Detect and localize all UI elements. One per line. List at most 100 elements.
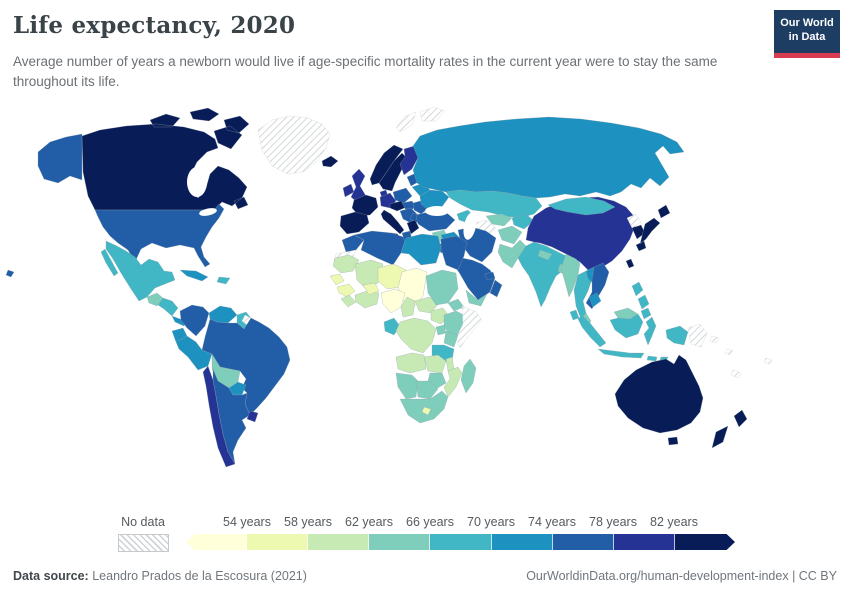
country-saudi-arabia[interactable]: [448, 253, 496, 301]
country-mauritania[interactable]: [332, 254, 360, 274]
legend-tick-label: 54 years: [223, 515, 271, 529]
country-colombia[interactable]: [179, 304, 210, 337]
country-usa[interactable]: [94, 203, 225, 268]
legend-segment-54-58[interactable]: [247, 534, 309, 550]
legend-tick-label: 74 years: [528, 515, 576, 529]
country-ivory-coast-ghana[interactable]: [354, 290, 380, 309]
country-nepal[interactable]: [537, 249, 553, 261]
country-sri-lanka[interactable]: [569, 309, 580, 321]
country-indonesia-sumatra[interactable]: [577, 314, 607, 348]
country-lesotho[interactable]: [421, 406, 432, 416]
country-oman[interactable]: [489, 279, 503, 298]
country-india[interactable]: [517, 241, 571, 308]
country-japan[interactable]: [635, 204, 671, 252]
country-madagascar[interactable]: [460, 358, 477, 394]
country-greenland[interactable]: [257, 115, 331, 175]
country-libya[interactable]: [400, 233, 442, 266]
country-papua-new-guinea[interactable]: [687, 323, 708, 348]
country-yemen[interactable]: [465, 289, 488, 307]
country-afghanistan[interactable]: [497, 225, 523, 245]
country-indonesia-papua[interactable]: [665, 325, 689, 346]
country-central-african-republic[interactable]: [414, 296, 440, 314]
country-argentina[interactable]: [212, 368, 251, 465]
country-russia[interactable]: [412, 116, 685, 199]
country-peru[interactable]: [175, 335, 213, 371]
legend-segment-<54[interactable]: [186, 534, 248, 550]
country-svalbard[interactable]: [395, 106, 446, 133]
country-tasmania[interactable]: [667, 436, 679, 446]
country-dr-congo[interactable]: [395, 317, 437, 354]
country-taiwan[interactable]: [625, 258, 635, 269]
legend-segment-58-62[interactable]: [308, 534, 370, 550]
legend-scale: 54 years 58 years 62 years 66 years 70 years…: [186, 515, 735, 551]
country-iceland[interactable]: [321, 155, 339, 168]
country-north-korea[interactable]: [626, 213, 642, 229]
baltic-sea: [394, 175, 404, 191]
no-data-swatch[interactable]: [118, 534, 169, 552]
country-kazakhstan[interactable]: [445, 189, 543, 219]
country-pacific-islands[interactable]: [709, 335, 773, 379]
country-angola[interactable]: [395, 352, 427, 374]
country-hawaii[interactable]: [5, 269, 15, 278]
country-senegal[interactable]: [329, 273, 345, 286]
owid-logo[interactable]: Our World in Data: [774, 10, 840, 58]
country-honduras-nicaragua[interactable]: [157, 297, 179, 317]
country-algeria[interactable]: [353, 230, 407, 266]
country-zambia[interactable]: [423, 354, 447, 374]
country-somalia[interactable]: [455, 305, 483, 349]
footer-link[interactable]: OurWorldinData.org/human-development-ind…: [526, 569, 837, 583]
hudson-bay: [187, 167, 207, 197]
country-guinea[interactable]: [336, 283, 356, 298]
legend-segment-78-82[interactable]: [613, 534, 675, 550]
country-botswana[interactable]: [415, 380, 439, 400]
country-cambodia[interactable]: [588, 292, 602, 308]
country-cameroon[interactable]: [400, 296, 416, 318]
country-poland[interactable]: [392, 187, 413, 204]
country-hispaniola[interactable]: [216, 276, 231, 285]
country-canada[interactable]: [81, 107, 250, 211]
country-mexico[interactable]: [100, 240, 176, 302]
country-kyrgyzstan-tajikistan[interactable]: [511, 213, 535, 230]
country-mongolia[interactable]: [547, 196, 616, 216]
country-australia[interactable]: [614, 354, 704, 434]
country-sierra-leone-liberia[interactable]: [340, 294, 357, 308]
country-uruguay[interactable]: [246, 410, 259, 423]
country-eritrea[interactable]: [447, 298, 465, 312]
country-philippines[interactable]: [631, 281, 652, 320]
world-map-svg: [5, 106, 773, 468]
country-burkina-faso[interactable]: [362, 282, 380, 296]
country-ukraine[interactable]: [419, 189, 450, 211]
legend-segment->82[interactable]: [674, 534, 735, 550]
legend-tick-label: 62 years: [345, 515, 393, 529]
caspian-sea: [463, 212, 477, 240]
legend-segment-62-66[interactable]: [369, 534, 431, 550]
country-indonesia-borneo[interactable]: [609, 313, 644, 339]
legend-segment-74-78[interactable]: [552, 534, 614, 550]
country-indonesia-sulawesi[interactable]: [643, 316, 657, 346]
country-greece[interactable]: [406, 219, 420, 235]
owid-logo-line1: Our World: [780, 17, 834, 29]
data-source-text: Leandro Prados de la Escosura (2021): [88, 569, 307, 583]
country-norway[interactable]: [369, 144, 404, 186]
country-france[interactable]: [351, 194, 379, 217]
country-namibia[interactable]: [395, 372, 419, 400]
country-uganda[interactable]: [435, 324, 447, 336]
country-iberia[interactable]: [339, 211, 370, 235]
country-uae[interactable]: [484, 271, 496, 281]
country-egypt[interactable]: [440, 235, 468, 271]
country-indonesia-java[interactable]: [597, 348, 645, 359]
country-sudan[interactable]: [425, 269, 459, 306]
legend-segment-70-74[interactable]: [491, 534, 553, 550]
country-new-zealand[interactable]: [711, 409, 748, 449]
country-mali[interactable]: [354, 259, 384, 290]
country-myanmar[interactable]: [560, 253, 581, 298]
legend-segment-66-70[interactable]: [430, 534, 492, 550]
country-kenya[interactable]: [443, 330, 459, 348]
country-mozambique[interactable]: [443, 366, 463, 398]
legend-tick-label: 82 years: [650, 515, 698, 529]
country-alaska[interactable]: [37, 133, 83, 184]
country-uzbekistan[interactable]: [485, 213, 513, 227]
country-cuba[interactable]: [179, 269, 209, 282]
country-morocco[interactable]: [341, 234, 365, 253]
